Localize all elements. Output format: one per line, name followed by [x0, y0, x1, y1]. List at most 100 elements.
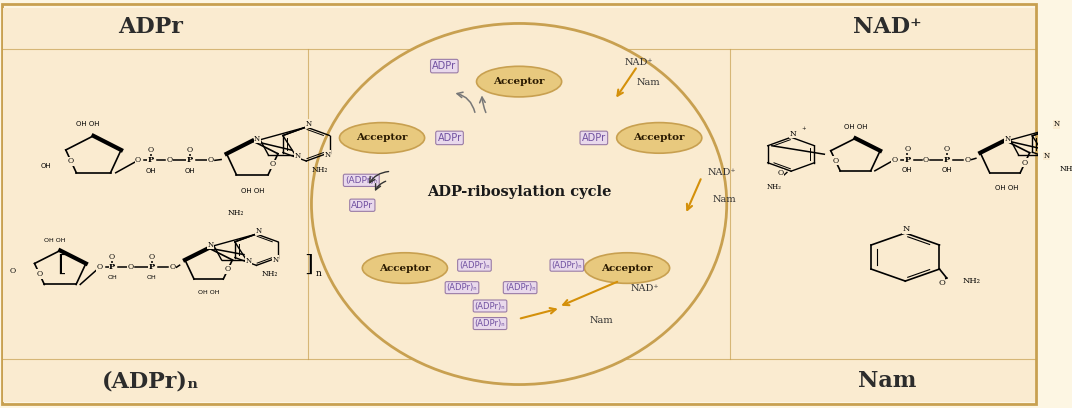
Text: [: [: [57, 254, 65, 276]
Text: OH OH: OH OH: [240, 188, 264, 194]
Text: P: P: [148, 156, 153, 164]
Text: ADPr: ADPr: [352, 201, 373, 210]
Text: O: O: [270, 160, 277, 168]
Ellipse shape: [312, 24, 727, 384]
Ellipse shape: [340, 122, 425, 153]
Text: N: N: [1054, 120, 1060, 129]
Text: NAD⁺: NAD⁺: [625, 58, 654, 67]
Text: O: O: [833, 157, 838, 165]
Text: N: N: [903, 225, 910, 233]
Text: O: O: [938, 279, 946, 286]
Text: OH: OH: [941, 167, 952, 173]
Text: (ADPr)ₙ: (ADPr)ₙ: [447, 283, 477, 292]
Text: (ADPr)ₙ: (ADPr)ₙ: [475, 302, 505, 310]
Text: O: O: [128, 263, 134, 271]
Text: N: N: [306, 120, 311, 128]
Text: O: O: [109, 253, 115, 261]
Text: ADPr: ADPr: [437, 133, 462, 143]
Text: (ADPr)ₙ: (ADPr)ₙ: [102, 370, 199, 392]
Text: +: +: [801, 126, 806, 131]
Ellipse shape: [477, 66, 562, 97]
Text: OH: OH: [107, 275, 117, 280]
Ellipse shape: [584, 253, 670, 283]
Text: NH₂: NH₂: [1060, 165, 1072, 173]
Text: ADPr: ADPr: [582, 133, 606, 143]
Text: O: O: [225, 266, 230, 273]
Text: O: O: [905, 145, 910, 153]
Text: ADPr: ADPr: [432, 61, 457, 71]
Text: N: N: [255, 227, 262, 235]
Text: OH OH: OH OH: [198, 290, 220, 295]
Text: NH₂: NH₂: [312, 166, 328, 174]
Text: Acceptor: Acceptor: [634, 133, 685, 142]
FancyBboxPatch shape: [2, 4, 1037, 404]
Text: Nam: Nam: [590, 316, 613, 325]
Text: O: O: [777, 169, 784, 177]
Text: O: O: [943, 145, 950, 153]
Text: NH₂: NH₂: [227, 209, 243, 217]
Text: (ADPr)ₙ: (ADPr)ₙ: [459, 261, 490, 270]
Text: OH: OH: [145, 168, 155, 174]
Text: N: N: [325, 151, 330, 159]
Text: O: O: [923, 155, 929, 164]
Text: NH₂: NH₂: [768, 183, 781, 191]
Text: ADPr: ADPr: [118, 16, 183, 38]
Text: OH OH: OH OH: [44, 238, 65, 243]
Ellipse shape: [616, 122, 702, 153]
Text: Acceptor: Acceptor: [356, 133, 407, 142]
Text: P: P: [943, 155, 950, 164]
Text: NH₂: NH₂: [963, 277, 980, 285]
Text: Acceptor: Acceptor: [601, 264, 653, 273]
Text: O: O: [36, 270, 43, 278]
Text: n: n: [316, 269, 322, 278]
Text: Nam: Nam: [637, 78, 660, 87]
Text: (ADPr)ₙ: (ADPr)ₙ: [345, 176, 377, 185]
Text: N: N: [208, 241, 213, 248]
Text: N: N: [245, 257, 252, 265]
Text: Nam: Nam: [859, 370, 917, 392]
Text: OH: OH: [184, 168, 195, 174]
Text: O: O: [10, 267, 15, 275]
Text: N: N: [254, 135, 260, 142]
Text: N: N: [790, 130, 796, 138]
Text: OH: OH: [147, 275, 157, 280]
Text: NAD⁺: NAD⁺: [630, 284, 659, 293]
Text: (ADPr)ₙ: (ADPr)ₙ: [551, 261, 582, 270]
Text: O: O: [892, 155, 898, 164]
Text: OH OH: OH OH: [995, 185, 1018, 191]
Text: N: N: [1043, 152, 1049, 160]
Text: N: N: [295, 153, 300, 160]
Text: O: O: [96, 263, 103, 271]
Text: OH OH: OH OH: [844, 124, 867, 130]
Text: N: N: [273, 255, 279, 264]
Text: ]: ]: [304, 254, 313, 276]
Text: N: N: [1004, 135, 1011, 143]
Text: P: P: [187, 156, 193, 164]
Ellipse shape: [362, 253, 447, 283]
Text: NH₂: NH₂: [262, 270, 278, 278]
Text: O: O: [965, 155, 970, 164]
Text: Acceptor: Acceptor: [493, 77, 545, 86]
FancyBboxPatch shape: [3, 8, 1036, 402]
Text: O: O: [68, 157, 74, 165]
Text: O: O: [1022, 159, 1028, 167]
Text: O: O: [135, 156, 142, 164]
Text: Nam: Nam: [712, 195, 735, 204]
Text: P: P: [905, 155, 910, 164]
Text: Acceptor: Acceptor: [379, 264, 431, 273]
Text: ADP-ribosylation cycle: ADP-ribosylation cycle: [427, 185, 611, 199]
Text: O: O: [149, 253, 154, 261]
Text: OH: OH: [902, 167, 912, 173]
Text: P: P: [148, 263, 154, 271]
Text: NAD⁺: NAD⁺: [853, 16, 922, 38]
Text: OH: OH: [41, 164, 51, 169]
Text: P: P: [109, 263, 116, 271]
Text: OH OH: OH OH: [76, 121, 100, 127]
Text: (ADPr)ₙ: (ADPr)ₙ: [505, 283, 535, 292]
Text: O: O: [208, 156, 213, 164]
Text: O: O: [166, 156, 173, 164]
Text: NAD⁺: NAD⁺: [708, 168, 736, 177]
Text: (ADPr)ₙ: (ADPr)ₙ: [475, 319, 505, 328]
Text: O: O: [169, 263, 176, 271]
Text: O: O: [187, 146, 193, 154]
